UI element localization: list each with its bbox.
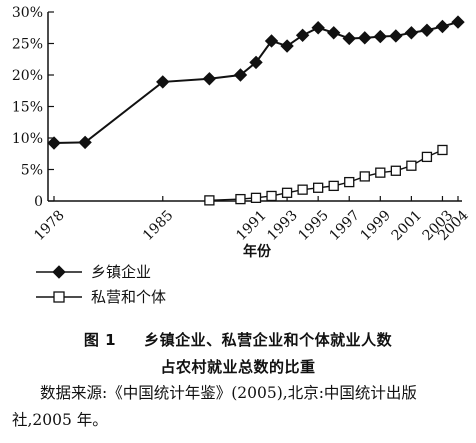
figure-caption-line2: 占农村就业总数的比重	[0, 356, 476, 377]
y-tick-label: 5%	[21, 163, 43, 179]
x-axis-label: 年份	[243, 243, 272, 260]
figure-title-line2: 占农村就业总数的比重	[160, 358, 316, 376]
x-tick-label: 1997	[326, 207, 363, 244]
source-note: 数据来源:《中国统计年鉴》(2005),北京:中国统计出版社,2005 年。	[12, 384, 417, 429]
legend-item: 乡镇企业	[36, 263, 151, 281]
y-tick-label: 0	[34, 194, 43, 210]
data-point-square	[281, 187, 293, 198]
data-point-square	[266, 190, 277, 202]
figure-title-line1: 乡镇企业、私营企业和个体就业人数	[144, 331, 393, 349]
x-tick-label: 1985	[140, 207, 177, 244]
data-point-square	[235, 193, 246, 205]
data-point-diamond	[295, 28, 310, 43]
data-point-square	[437, 144, 448, 156]
x-tick-label: 1978	[31, 207, 68, 244]
legend-item: 私营和个体	[36, 288, 166, 306]
x-tick-label: 1993	[264, 207, 301, 244]
data-point-diamond	[264, 34, 279, 48]
figure-caption-line1: 图 1 乡镇企业、私营企业和个体就业人数	[0, 329, 476, 350]
y-tick-label: 30%	[12, 5, 43, 21]
data-point-diamond	[435, 19, 450, 34]
data-point-square	[297, 184, 308, 195]
data-point-square	[204, 195, 215, 206]
x-tick-label: 2001	[389, 207, 426, 244]
legend-label: 乡镇企业	[91, 263, 151, 281]
y-tick-label: 15%	[12, 100, 43, 116]
data-point-diamond	[342, 31, 356, 46]
data-point-diamond	[78, 135, 92, 150]
data-point-diamond	[47, 136, 61, 150]
data-point-diamond	[420, 23, 434, 37]
legend-marker-diamond	[52, 265, 66, 279]
y-tick-label: 25%	[12, 37, 43, 53]
figure-label: 图 1	[83, 331, 117, 349]
series-township-enterprises	[47, 15, 465, 150]
data-point-diamond	[202, 72, 217, 86]
data-point-diamond	[233, 68, 248, 82]
series-private-individual	[204, 144, 448, 206]
x-tick-label: 1995	[295, 207, 332, 244]
series-line	[209, 149, 443, 202]
data-point-square	[250, 192, 262, 204]
legend-label: 私营和个体	[91, 288, 166, 306]
data-point-square	[406, 160, 417, 171]
data-point-square	[313, 182, 324, 193]
series-layer	[47, 15, 465, 206]
data-point-square	[375, 167, 386, 178]
data-point-diamond	[451, 15, 465, 29]
data-point-square	[359, 171, 370, 182]
data-point-square	[390, 165, 401, 176]
data-point-square	[421, 151, 433, 163]
data-point-square	[328, 180, 339, 192]
data-point-diamond	[249, 55, 263, 70]
x-tick-label: 1991	[233, 207, 270, 244]
y-axis-ticks: 0 5% 10% 15% 20% 25% 30%	[12, 5, 54, 210]
chart: 05%10%15%20%25%30% 1978 1985 1991199319951…	[12, 5, 472, 306]
data-point-diamond	[311, 21, 325, 35]
data-point-diamond	[156, 75, 170, 89]
data-point-diamond	[404, 26, 419, 40]
y-tick-label: 20%	[12, 68, 43, 84]
y-tick-label: 10%	[12, 131, 43, 147]
data-point-diamond	[358, 31, 372, 45]
data-point-diamond	[373, 29, 388, 44]
legend-marker-square	[53, 291, 65, 303]
data-point-square	[344, 176, 355, 188]
x-tick-label: 1999	[358, 207, 395, 244]
data-point-diamond	[389, 29, 403, 43]
data-point-diamond	[280, 39, 294, 53]
data-point-diamond	[326, 26, 341, 40]
